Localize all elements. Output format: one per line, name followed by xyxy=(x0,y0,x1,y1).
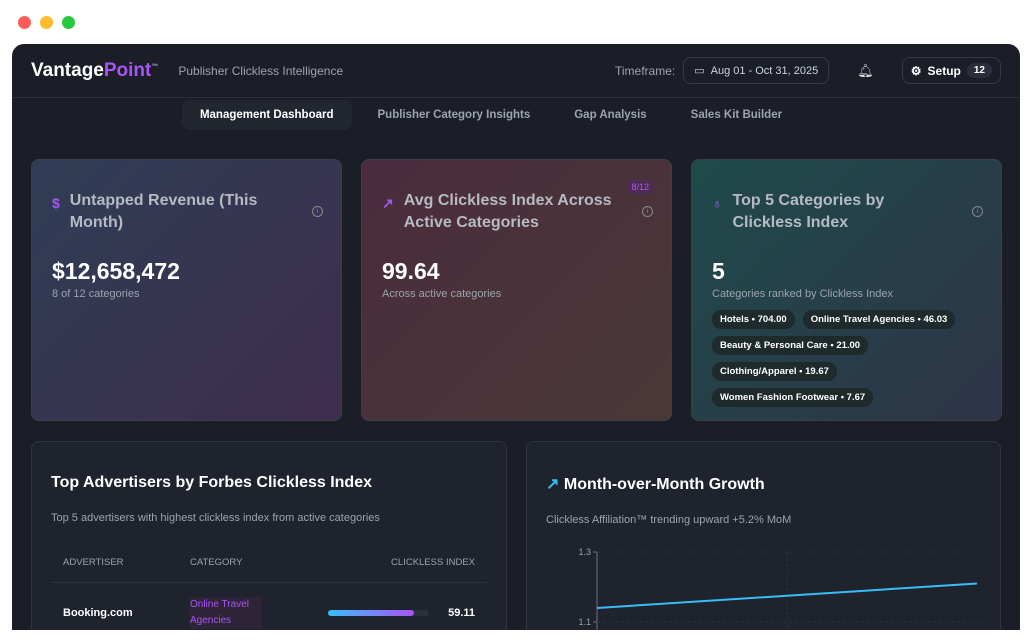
card-caption: 8 of 12 categories xyxy=(52,288,140,300)
header: VantagePoint™ Publisher Clickless Intell… xyxy=(12,44,1020,98)
timeframe-value: Aug 01 - Oct 31, 2025 xyxy=(710,64,819,77)
card-value: 99.64 xyxy=(382,258,440,284)
dollar-icon: $ xyxy=(52,195,60,211)
window-controls xyxy=(18,16,75,29)
index-bar xyxy=(328,610,429,616)
card-value: $12,658,472 xyxy=(52,258,180,284)
column-header[interactable]: CATEGORY xyxy=(190,557,243,568)
card-title: Top 5 Categories by Clickless Index xyxy=(732,192,885,231)
card-title: Avg Clickless Index Across Active Catego… xyxy=(403,192,612,231)
top-categories-card: ♁ Top 5 Categories by Clickless Index i 5… xyxy=(691,159,1002,421)
category-pill[interactable]: Online Travel Agencies • 46.03 xyxy=(802,310,956,329)
logo-accent: Point xyxy=(103,59,152,81)
category-tag: Online Travel Agencies xyxy=(190,597,262,629)
logo-text: Vantage xyxy=(31,59,104,81)
category-pill[interactable]: Hotels • 704.00 xyxy=(712,310,795,329)
top-advertisers-panel: Top Advertisers by Forbes Clickless Inde… xyxy=(31,441,507,630)
card-value: 5 xyxy=(712,258,725,284)
timeframe-label: Timeframe: xyxy=(614,63,676,78)
index-value: 59.11 xyxy=(448,607,475,619)
tab-publisher-category-insights[interactable]: Publisher Category Insights xyxy=(377,109,531,121)
award-icon: ♁ xyxy=(712,195,723,211)
logo[interactable]: VantagePoint™ xyxy=(31,60,158,82)
panel-title: Month-over-Month Growth xyxy=(563,476,765,493)
card-caption: Across active categories xyxy=(382,288,502,300)
panel-subtitle: Clickless Affiliation™ trending upward +… xyxy=(546,514,792,526)
table-header: ADVERTISER CATEGORY CLICKLESS INDEX xyxy=(51,557,487,583)
panel-title: Top Advertisers by Forbes Clickless Inde… xyxy=(51,474,372,491)
card-title: Untapped Revenue (This Month) xyxy=(69,192,258,231)
table-row[interactable]: Booking.com Online Travel Agencies 59.11 xyxy=(51,583,487,630)
category-pill[interactable]: Beauty & Personal Care • 21.00 xyxy=(712,336,869,355)
maximize-button[interactable] xyxy=(62,16,75,29)
setup-button[interactable]: ⚙ Setup 12 xyxy=(901,57,1001,84)
avg-clickless-index-card: 8/12 ↗ Avg Clickless Index Across Active … xyxy=(361,159,672,421)
panel-subtitle: Top 5 advertisers with highest clickless… xyxy=(51,512,380,524)
tab-management-dashboard[interactable]: Management Dashboard xyxy=(181,100,352,130)
card-caption: Categories ranked by Clickless Index xyxy=(712,288,893,300)
growth-panel: ↗ Month-over-Month Growth Clickless Affi… xyxy=(526,441,1001,630)
column-header[interactable]: CLICKLESS INDEX xyxy=(391,557,475,568)
setup-badge: 12 xyxy=(966,63,992,78)
y-tick-label: 1.1 xyxy=(578,617,591,627)
tab-gap-analysis[interactable]: Gap Analysis xyxy=(574,109,647,121)
card-badge: 8/12 xyxy=(627,180,653,194)
close-button[interactable] xyxy=(18,16,31,29)
app-subtitle: Publisher Clickless Intelligence xyxy=(178,63,344,78)
category-pill[interactable]: Women Fashion Footwear • 7.67 xyxy=(712,388,874,407)
category-pill[interactable]: Clothing/Apparel • 19.67 xyxy=(712,362,837,381)
info-icon[interactable]: i xyxy=(642,206,653,217)
index-bar-fill xyxy=(328,610,414,616)
untapped-revenue-card: $ Untapped Revenue (This Month) i $12,658… xyxy=(31,159,342,421)
tab-sales-kit-builder[interactable]: Sales Kit Builder xyxy=(690,109,783,121)
growth-chart: 1.3 1.1 xyxy=(578,547,982,630)
minimize-button[interactable] xyxy=(40,16,53,29)
timeframe-picker[interactable]: ▭ Aug 01 - Oct 31, 2025 xyxy=(683,57,830,84)
advertiser-name: Booking.com xyxy=(63,607,133,619)
calendar-icon: ▭ xyxy=(694,65,705,77)
trademark: ™ xyxy=(151,63,159,71)
gear-icon: ⚙ xyxy=(910,63,922,78)
arrow-up-right-icon: ↗ xyxy=(546,476,560,493)
trending-up-icon: ↗ xyxy=(382,195,394,211)
column-header[interactable]: ADVERTISER xyxy=(63,557,124,568)
app-window: VantagePoint™ Publisher Clickless Intell… xyxy=(12,44,1020,630)
info-icon[interactable]: i xyxy=(312,206,323,217)
bell-icon[interactable]: 🔔︎ xyxy=(857,62,874,78)
nav-tabs: Management Dashboard Publisher Category … xyxy=(12,100,1020,130)
info-icon[interactable]: i xyxy=(972,206,983,217)
setup-label: Setup xyxy=(927,63,961,78)
y-tick-label: 1.3 xyxy=(578,547,591,557)
